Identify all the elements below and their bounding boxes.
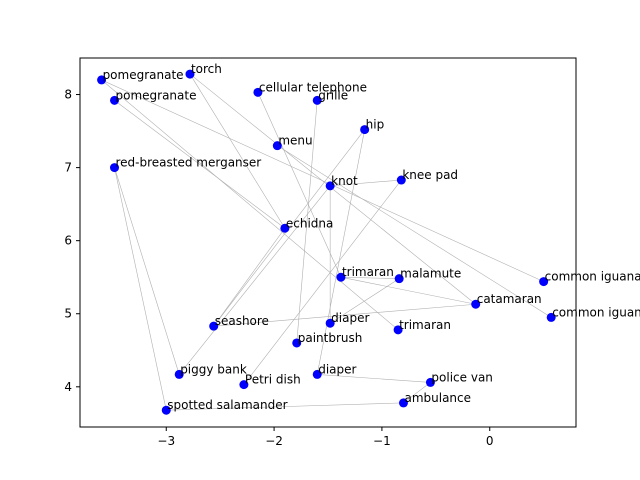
points-layer [97,69,556,415]
data-point [546,312,556,322]
point-label: police van [431,370,492,384]
edge-line [166,402,404,411]
x-axis-ticks: −3 −2 −1 0 [157,427,494,448]
data-point [209,321,219,331]
x-tick-label: −1 [373,434,391,448]
point-label: echidna [286,216,334,230]
y-tick-label: 7 [64,161,72,175]
labels-layer: pomegranate torch pomegranate cellular tele… [103,62,640,412]
data-point [325,181,335,191]
point-label: pomegranate [116,88,197,102]
y-axis-ticks: 4 5 6 7 8 [64,88,80,394]
data-point [312,369,322,379]
point-label: trimaran [342,265,394,279]
point-label: knot [331,174,358,188]
point-label: torch [191,62,222,76]
edge-line [189,73,286,229]
point-label: catamaran [477,292,542,306]
edge-line [340,276,400,279]
point-label: hip [366,118,385,132]
x-tick-label: −2 [265,434,283,448]
point-label: Petri dish [245,373,301,387]
edge-line [257,92,342,278]
edge-line [340,276,476,305]
data-point [272,141,282,151]
point-label: pomegranate [103,68,184,82]
data-point [398,398,408,408]
edge-line [296,100,318,343]
edge-line [329,278,400,324]
edge-line [178,185,331,375]
data-point [185,69,195,79]
edge-line [243,179,402,385]
edge-line [114,100,286,229]
point-label: diaper [331,311,369,325]
edge-line [114,167,180,375]
edge-line [114,167,167,411]
data-point [97,75,107,85]
point-label: piggy bank [180,362,247,376]
point-label: cellular telephone [259,80,367,94]
data-point [110,95,120,105]
edge-line [330,179,402,187]
data-point [325,318,335,328]
plot-area-frame [79,57,577,428]
edge-line [213,228,286,327]
point-label: spotted salamander [167,398,287,412]
data-point [161,405,171,415]
y-tick-label: 4 [64,380,72,394]
y-tick-label: 8 [64,88,72,102]
point-label: trimaran [399,318,451,332]
data-point [471,299,481,309]
y-tick-label: 5 [64,307,72,321]
edge-line [403,382,431,404]
x-tick-label: −3 [157,434,175,448]
x-tick-label: 0 [486,434,494,448]
y-tick-label: 6 [64,234,72,248]
point-label: knee pad [402,168,458,182]
data-point [396,175,406,185]
data-point [253,87,263,97]
point-label: seashore [215,314,269,328]
point-label: grille [318,88,348,102]
edge-line [213,303,476,327]
edge-line [101,79,399,331]
point-label: malamute [400,267,461,281]
data-point [336,272,346,282]
data-point [394,274,404,284]
point-label: diaper [318,362,356,376]
edge-line [317,374,431,383]
point-label: paintbrush [298,331,363,345]
data-point [239,380,249,390]
edges-layer [101,73,552,411]
point-label: menu [278,134,312,148]
data-point [425,377,435,387]
data-point [312,95,322,105]
data-point [292,338,302,348]
point-label: common iguana [545,270,640,284]
point-label: red-breasted merganser [116,156,262,170]
point-label: common iguana [552,305,640,319]
data-point [174,369,184,379]
data-point [360,125,370,135]
data-point [110,163,120,173]
edge-line [316,129,365,375]
data-point [539,277,549,287]
point-label: ambulance [404,391,471,405]
edge-line [277,145,552,318]
data-point [393,325,403,335]
data-point [280,223,290,233]
